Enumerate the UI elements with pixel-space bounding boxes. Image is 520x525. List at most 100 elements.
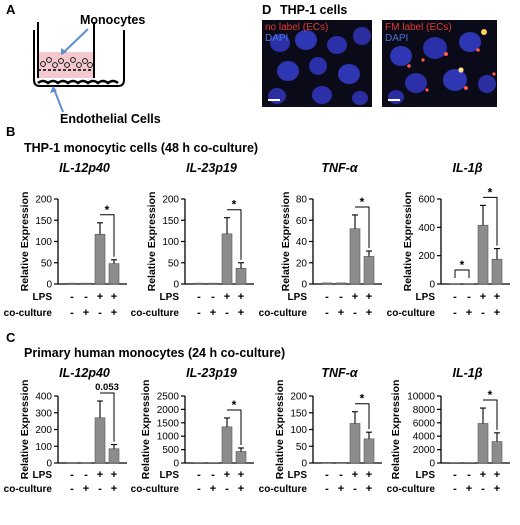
coculture-symbol: + [83, 307, 89, 319]
y-tick-label: 300 [35, 408, 52, 419]
significance-bracket [355, 206, 370, 249]
bar [335, 462, 347, 464]
y-tick-label: 0 [173, 459, 179, 470]
y-tick-label: 20 [296, 258, 308, 269]
bar [463, 462, 475, 465]
y-tick-label: 2500 [157, 392, 180, 403]
lps-symbol: + [480, 291, 486, 303]
significance-label: * [460, 258, 465, 272]
y-axis-label: Relative Expression [19, 380, 31, 480]
coculture-row-label: co-culture [387, 308, 436, 319]
lps-symbol: + [238, 469, 244, 481]
coculture-symbol: + [466, 307, 472, 319]
y-tick-label: 100 [35, 237, 52, 248]
coculture-symbol: + [238, 307, 244, 319]
bar [477, 423, 489, 464]
panel-b-title: THP-1 monocytic cells (48 h co-culture) [24, 141, 258, 155]
coculture-symbol: - [325, 483, 329, 495]
coculture-symbol: + [210, 483, 216, 495]
coculture-symbol: - [453, 483, 457, 495]
bar [363, 256, 375, 285]
y-tick-label: 50 [168, 258, 180, 269]
y-axis-label: Relative Expression [274, 380, 286, 480]
lps-symbol: - [339, 469, 343, 481]
lps-symbol: + [224, 291, 230, 303]
chart-1: IL-12p40 Relative Expression 0 50 100 150 200 *… [4, 161, 127, 319]
coculture-symbol: + [366, 483, 372, 495]
significance-label: * [105, 203, 110, 217]
coculture-symbol: + [366, 307, 372, 319]
bar [66, 462, 78, 464]
lps-symbol: - [197, 291, 201, 303]
significance-bracket [100, 214, 115, 257]
coculture-row-label: co-culture [259, 484, 308, 495]
coculture-symbol: - [225, 483, 229, 495]
y-tick-label: 0 [301, 459, 307, 470]
y-tick-label: 200 [418, 251, 435, 262]
y-tick-label: 4000 [413, 432, 436, 443]
chart-8: IL-1β Relative Expression 0 2000 4000 6000 800… [387, 366, 510, 495]
lps-row-label: LPS [160, 292, 180, 303]
coculture-row-label: co-culture [259, 308, 308, 319]
coculture-symbol: + [466, 483, 472, 495]
lps-symbol: - [339, 291, 343, 303]
coculture-symbol: - [98, 307, 102, 319]
panel-a-letter: A [6, 2, 16, 17]
chart-title: IL-12p40 [59, 161, 110, 175]
y-tick-label: 2000 [157, 405, 180, 416]
y-tick-label: 2000 [413, 445, 436, 456]
lps-symbol: - [84, 291, 88, 303]
bar [491, 441, 503, 464]
lps-symbol: - [325, 291, 329, 303]
bar [449, 462, 461, 465]
lps-symbol: + [238, 291, 244, 303]
y-tick-label: 0 [173, 280, 179, 291]
bar [207, 462, 219, 464]
chart-title: IL-1β [453, 161, 483, 175]
y-tick-label: 400 [418, 223, 435, 234]
significance-label: * [360, 195, 365, 209]
coculture-symbol: + [338, 483, 344, 495]
significance-label: * [488, 388, 493, 402]
y-tick-label: 150 [162, 216, 179, 227]
bar [94, 417, 106, 464]
bar [193, 282, 205, 285]
y-tick-label: 150 [290, 408, 307, 419]
coculture-symbol: + [238, 483, 244, 495]
y-tick-label: 100 [162, 237, 179, 248]
coculture-symbol: - [481, 307, 485, 319]
y-tick-label: 200 [35, 425, 52, 436]
y-tick-label: 100 [290, 425, 307, 436]
lps-symbol: - [211, 291, 215, 303]
lps-symbol: - [70, 291, 74, 303]
coculture-symbol: + [494, 483, 500, 495]
monocytes-arrowhead [61, 48, 67, 55]
chart-title: IL-23p19 [186, 366, 237, 380]
y-tick-label: 400 [35, 392, 52, 403]
lps-symbol: - [211, 469, 215, 481]
lps-symbol: - [453, 469, 457, 481]
coculture-symbol: + [83, 483, 89, 495]
y-tick-label: 100 [35, 442, 52, 453]
bar [66, 282, 78, 285]
bar [235, 267, 247, 285]
lps-symbol: + [111, 469, 117, 481]
y-axis-label: Relative Expression [140, 380, 152, 480]
y-tick-label: 0 [46, 459, 52, 470]
coculture-symbol: + [111, 483, 117, 495]
lps-symbol: + [111, 291, 117, 303]
micrograph-fm-label: FM label (ECs) DAPI [382, 20, 497, 107]
panel-c-title: Primary human monocytes (24 h co-culture… [24, 346, 285, 360]
bar [221, 426, 233, 464]
coculture-symbol: - [70, 483, 74, 495]
lps-symbol: + [224, 469, 230, 481]
y-tick-label: 200 [35, 195, 52, 206]
coculture-symbol: + [494, 307, 500, 319]
endothelial-cells-label: Endothelial Cells [60, 112, 161, 126]
bar [193, 462, 205, 464]
bar [321, 462, 333, 464]
panel-c-letter: C [6, 330, 16, 345]
